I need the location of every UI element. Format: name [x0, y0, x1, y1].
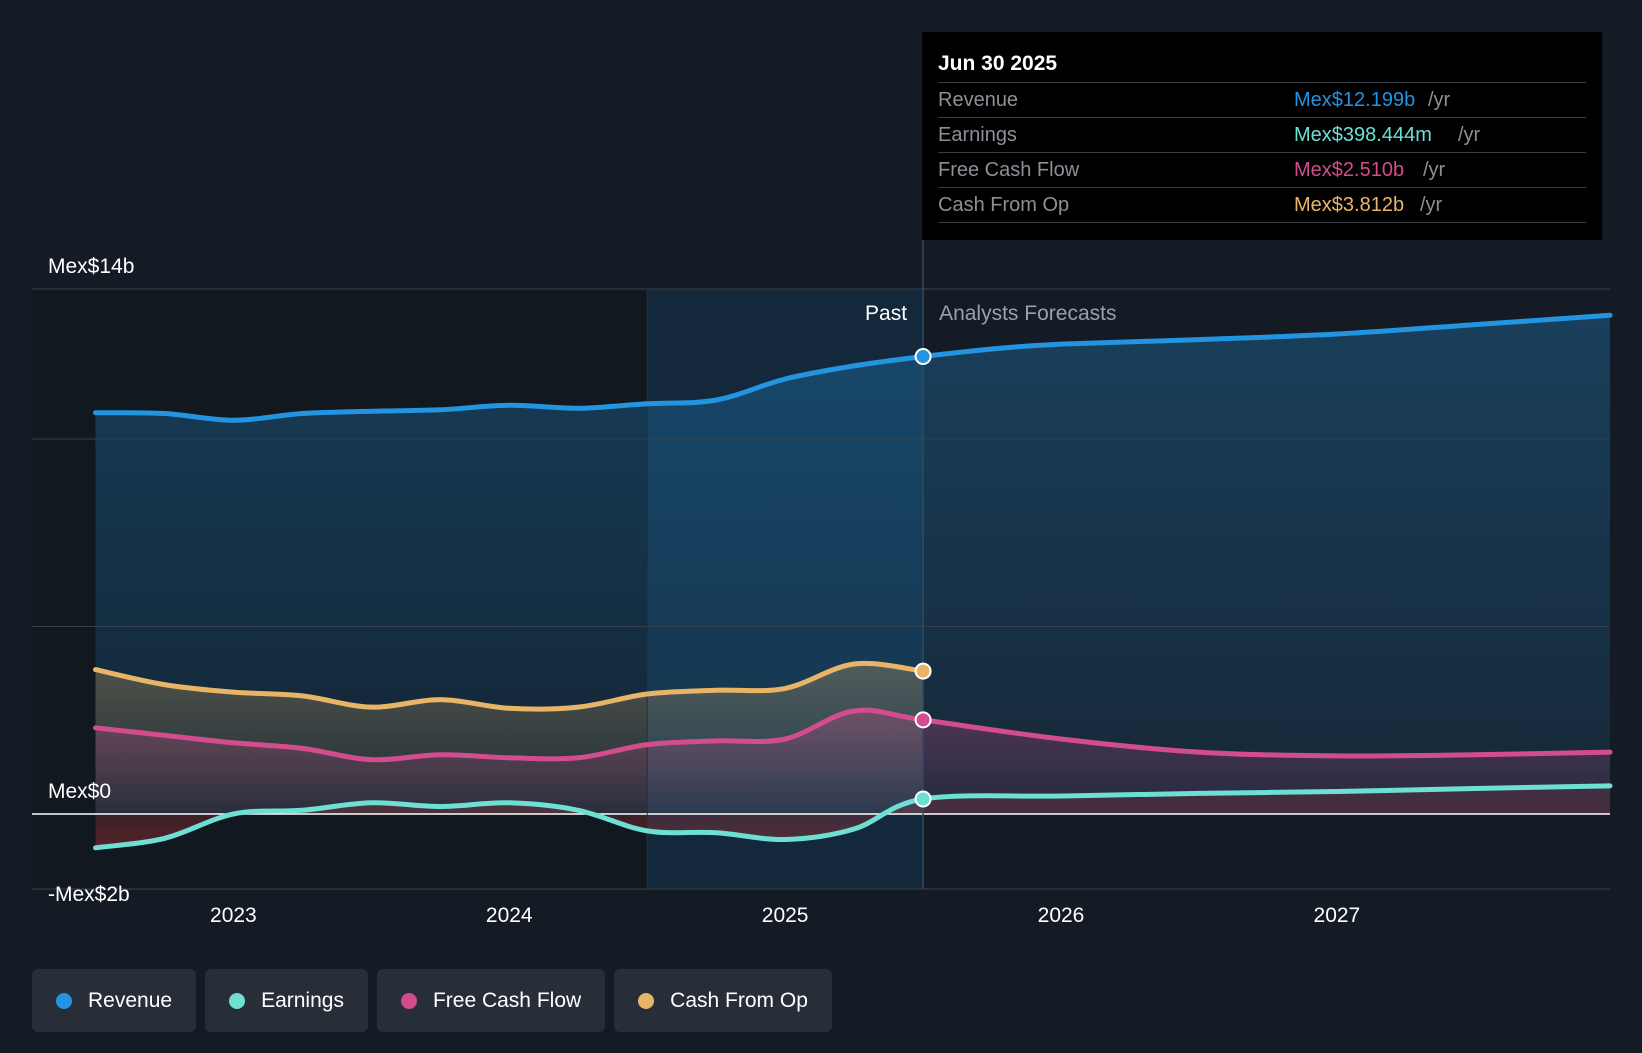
y-axis-label: Mex$14b: [48, 255, 134, 278]
x-axis-label: 2023: [210, 904, 257, 927]
tooltip-row-fcf: Free Cash Flow Mex$2.510b /yr: [938, 153, 1586, 188]
tooltip-row-earnings: Earnings Mex$398.444m /yr: [938, 118, 1586, 153]
y-axis-label: -Mex$2b: [48, 883, 130, 906]
legend-item-revenue[interactable]: Revenue: [32, 969, 197, 1032]
revenue-dot-icon: [56, 992, 72, 1009]
tooltip-label: Earnings: [938, 124, 1017, 146]
cfo-dot-icon: [638, 992, 655, 1009]
legend-label: Revenue: [88, 988, 173, 1012]
earnings-area: [95, 785, 1610, 848]
chart-legend: Revenue Earnings Free Cash Flow Cash Fro…: [32, 969, 832, 1032]
tooltip-label: Revenue: [938, 89, 1019, 111]
fcf-marker: [914, 711, 932, 729]
fcf-area: [95, 710, 1610, 814]
legend-item-cfo[interactable]: Cash From Op: [614, 969, 832, 1032]
x-axis-label: 2027: [1314, 904, 1361, 927]
earnings-dot-icon: [229, 992, 246, 1009]
earnings-marker: [914, 790, 932, 808]
y-axis-label: Mex$0: [48, 780, 111, 803]
tooltip-label: Free Cash Flow: [938, 159, 1080, 181]
legend-label: Earnings: [261, 988, 344, 1012]
tooltip-value: Mex$398.444m: [1294, 124, 1432, 146]
cfo-line: [93, 660, 926, 712]
revenue-area: [95, 315, 1610, 814]
tooltip-unit: /yr: [1423, 159, 1446, 181]
forecast-label: Analysts Forecasts: [939, 302, 1116, 325]
x-axis-label: 2026: [1038, 904, 1085, 927]
legend-item-earnings[interactable]: Earnings: [205, 969, 368, 1032]
tooltip-date: Jun 30 2025: [938, 48, 1586, 83]
revenue-marker: [914, 348, 932, 365]
legend-label: Free Cash Flow: [432, 988, 582, 1012]
revenue-line: [93, 312, 1613, 423]
fcf-line: [93, 707, 1613, 763]
tooltip-unit: /yr: [1458, 124, 1481, 146]
cfo-marker: [914, 662, 932, 680]
tooltip-panel: Jun 30 2025 Revenue Mex$12.199b /yr Earn…: [922, 32, 1602, 240]
legend-label: Cash From Op: [670, 988, 808, 1012]
x-axis-label: 2025: [762, 904, 809, 927]
tooltip-value: Mex$2.510b: [1294, 159, 1405, 181]
tooltip-value: Mex$3.812b: [1294, 194, 1405, 216]
tooltip-value: Mex$12.199b: [1294, 89, 1416, 111]
tooltip-label: Cash From Op: [938, 194, 1070, 216]
past-label: Past: [865, 302, 907, 325]
tooltip-row-revenue: Revenue Mex$12.199b /yr: [938, 83, 1586, 118]
tooltip-unit: /yr: [1420, 194, 1443, 216]
fcf-dot-icon: [400, 992, 417, 1009]
tooltip-row-cfo: Cash From Op Mex$3.812b /yr: [938, 188, 1586, 223]
legend-item-fcf[interactable]: Free Cash Flow: [376, 969, 606, 1032]
tooltip-unit: /yr: [1428, 89, 1451, 111]
earnings-line: [93, 783, 1613, 851]
x-axis-label: 2024: [486, 904, 533, 927]
